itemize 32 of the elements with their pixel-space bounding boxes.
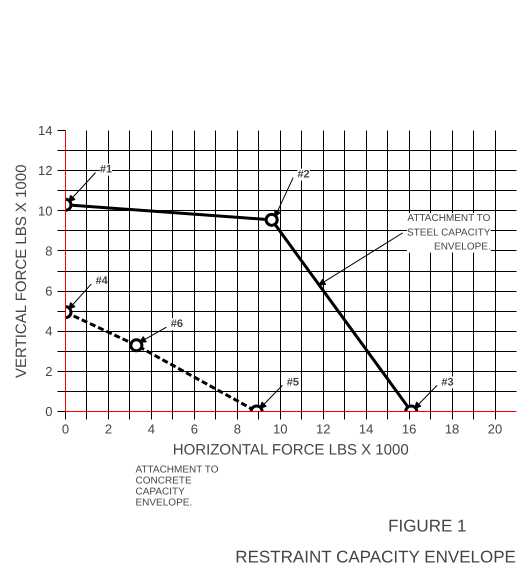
y-tick-label: 2 [45, 364, 53, 379]
y-tick-label: 6 [45, 284, 53, 299]
annotation: ATTACHMENT TO STEEL CAPACITY ENVELOPE. [407, 213, 491, 253]
x-tick-label: 14 [358, 422, 374, 436]
x-tick-label: 6 [190, 422, 198, 436]
x-tick-label: 8 [234, 422, 241, 436]
x-tick-label: 2 [104, 422, 112, 436]
y-tick-label: 10 [38, 203, 53, 218]
y-tick-label: 12 [38, 163, 53, 178]
x-tick-label: 20 [488, 422, 502, 436]
x-tick-label: 12 [316, 422, 330, 436]
y-tick-label: 8 [45, 243, 53, 258]
annotation: #2 [297, 168, 310, 181]
y-tick-label: 14 [38, 123, 53, 138]
x-tick-label: 4 [148, 422, 156, 436]
annotation: #6 [170, 318, 183, 330]
x-tick-label: 10 [273, 422, 288, 436]
text: ATTACHMENT TO CONCRETE CAPACITY ENVELOPE. [136, 464, 219, 508]
point [264, 212, 279, 227]
x-tick-label: 18 [444, 422, 460, 436]
annotation: #3 [441, 376, 454, 388]
annotation: #5 [286, 376, 299, 388]
x-axis-title: HORIZONTAL FORCE LBS X 1000 [172, 442, 409, 458]
text: RESTRAINT CAPACITY ENVELOPE [235, 548, 516, 566]
annotation: #4 [96, 275, 109, 288]
x-tick-label: 0 [62, 422, 70, 436]
y-tick-label: 0 [45, 404, 53, 419]
text: FIGURE 1 [388, 516, 467, 536]
y-axis-title: VERTICAL FORCE LBS X 1000 [13, 164, 30, 378]
annotation: #1 [100, 164, 112, 176]
x-tick-label: 16 [402, 422, 416, 436]
y-tick-label: 4 [45, 324, 53, 339]
